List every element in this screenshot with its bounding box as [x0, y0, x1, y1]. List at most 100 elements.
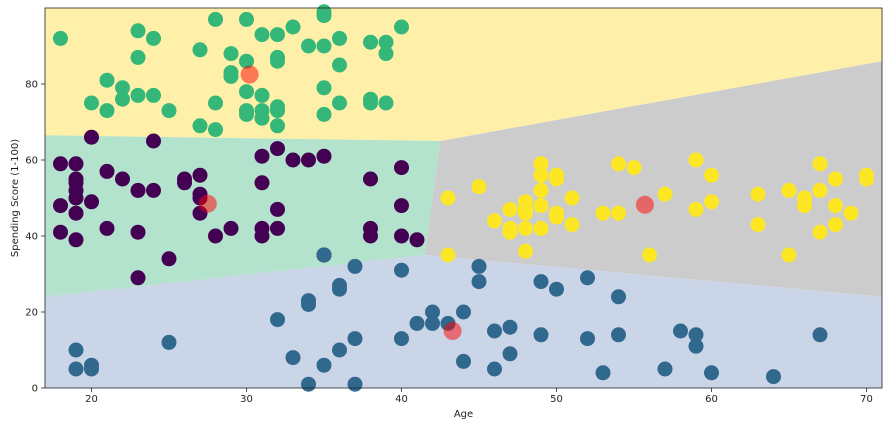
data-point-series-2: [487, 361, 502, 377]
y-tick-label: 60: [25, 156, 38, 167]
data-point-series-0: [270, 201, 285, 217]
data-point-series-3: [781, 182, 797, 198]
centroid-markers: [198, 65, 654, 340]
centroid-marker: [443, 322, 462, 340]
cluster-regions: [45, 8, 882, 388]
data-point-series-1: [208, 95, 223, 111]
data-point-series-1: [146, 30, 161, 46]
data-point-series-1: [115, 80, 130, 96]
data-point-series-2: [688, 327, 704, 343]
data-point-series-1: [332, 30, 347, 46]
data-point-series-2: [316, 247, 332, 263]
data-point-series-0: [394, 228, 409, 244]
centroid-marker: [240, 65, 259, 84]
x-tick-label: 40: [395, 394, 408, 405]
data-point-series-1: [161, 103, 177, 119]
data-point-series-1: [239, 53, 254, 69]
x-tick-label: 20: [85, 394, 98, 405]
data-point-series-1: [363, 34, 378, 50]
data-point-series-3: [797, 198, 812, 214]
data-point-series-3: [642, 247, 657, 263]
data-point-series-0: [161, 251, 177, 267]
data-point-series-3: [471, 179, 487, 195]
data-point-series-2: [766, 369, 781, 385]
x-tick-label: 60: [705, 394, 718, 405]
data-point-series-1: [332, 95, 347, 111]
data-point-series-2: [471, 258, 487, 274]
data-point-series-0: [270, 141, 285, 157]
data-point-series-1: [378, 34, 394, 50]
data-point-series-0: [99, 220, 115, 236]
data-point-series-1: [192, 118, 208, 134]
data-point-series-2: [425, 315, 440, 331]
data-point-series-1: [378, 95, 394, 111]
data-point-series-2: [673, 323, 688, 339]
data-point-series-3: [688, 201, 704, 217]
data-point-series-1: [270, 27, 285, 43]
data-point-series-3: [704, 194, 719, 210]
data-point-series-0: [84, 129, 99, 145]
data-point-series-0: [270, 220, 285, 236]
y-tick-label: 40: [25, 232, 38, 243]
data-point-series-3: [657, 186, 673, 202]
data-point-series-1: [301, 38, 316, 54]
data-point-series-1: [130, 87, 146, 103]
data-point-series-3: [533, 167, 549, 183]
data-point-series-3: [611, 156, 626, 172]
data-point-series-0: [363, 228, 378, 244]
data-point-series-2: [285, 350, 301, 366]
data-point-series-1: [239, 11, 254, 27]
data-point-series-3: [626, 160, 642, 176]
data-point-series-3: [564, 190, 580, 206]
data-point-series-2: [657, 361, 673, 377]
data-point-series-0: [68, 232, 84, 248]
data-point-series-3: [595, 205, 611, 221]
data-point-series-1: [285, 19, 301, 35]
data-point-series-2: [688, 338, 704, 354]
data-point-series-0: [146, 133, 161, 149]
data-point-series-0: [223, 220, 239, 236]
data-point-series-1: [363, 95, 378, 111]
data-point-series-1: [316, 8, 332, 24]
y-tick-label: 20: [25, 308, 38, 319]
data-point-series-3: [533, 220, 549, 236]
data-point-series-2: [549, 281, 564, 297]
data-point-series-2: [301, 296, 316, 312]
centroid-marker: [198, 194, 217, 213]
data-point-series-2: [533, 274, 549, 290]
data-point-series-2: [161, 334, 177, 350]
region-left-middle: [45, 135, 441, 297]
data-point-series-0: [394, 198, 409, 214]
data-point-series-1: [332, 57, 347, 73]
data-point-series-0: [254, 175, 270, 191]
data-point-series-1: [316, 106, 332, 122]
data-point-series-2: [471, 274, 487, 290]
data-point-series-1: [99, 103, 115, 119]
data-point-series-1: [208, 122, 223, 138]
data-point-series-3: [440, 190, 456, 206]
x-tick-label: 50: [550, 394, 563, 405]
data-point-series-0: [84, 194, 99, 210]
data-point-series-0: [363, 171, 378, 187]
data-point-series-2: [611, 327, 626, 343]
data-point-series-2: [502, 346, 518, 362]
region-right-middle: [424, 61, 882, 297]
data-point-series-1: [130, 49, 146, 65]
data-point-series-0: [130, 270, 146, 286]
data-point-series-2: [347, 258, 363, 274]
data-point-series-3: [533, 198, 549, 214]
data-point-series-3: [549, 171, 564, 187]
data-point-series-3: [518, 205, 533, 221]
data-point-series-3: [750, 217, 766, 233]
data-point-series-3: [502, 201, 518, 217]
data-point-series-1: [270, 118, 285, 134]
data-point-series-2: [332, 342, 347, 358]
data-point-series-2: [812, 327, 828, 343]
data-point-series-1: [254, 27, 270, 43]
data-point-series-3: [828, 217, 843, 233]
data-point-series-3: [812, 156, 828, 172]
centroid-marker: [635, 195, 654, 214]
data-point-series-2: [409, 315, 425, 331]
data-point-series-0: [130, 182, 146, 198]
x-tick-label: 30: [240, 394, 253, 405]
